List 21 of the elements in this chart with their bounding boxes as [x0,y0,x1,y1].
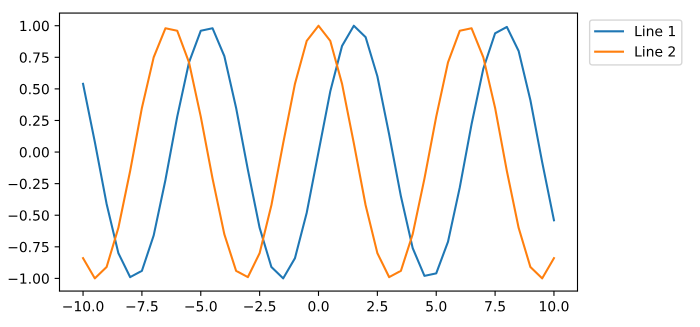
y-tick-label: 0.75 [20,52,49,63]
y-tick-label: −0.50 [8,210,49,221]
y-tick-label: −1.00 [8,273,49,284]
x-tick-label: −5.0 [185,300,217,312]
legend-label: Line 1 [635,26,675,36]
x-tick-label: 0.0 [308,300,329,312]
x-tick-label: 10.0 [540,300,568,312]
y-tick-label: 0.50 [20,84,49,94]
y-tick-label: 0.00 [20,147,49,158]
x-tick-label: 7.5 [485,301,505,312]
x-tick-label: 5.0 [426,300,446,312]
y-tick-label: 0.25 [20,115,49,126]
y-tick-label: 1.00 [20,20,49,32]
x-tick-label: 2.5 [367,300,388,312]
x-tick-label: −7.5 [126,301,158,312]
x-tick-label: −2.5 [244,300,276,312]
x-tick-label: −10.0 [63,300,104,312]
y-tick-label: −0.75 [8,242,49,252]
y-tick-label: −0.25 [8,178,49,190]
line-series [82,24,555,280]
legend-label: Line 2 [635,46,675,57]
